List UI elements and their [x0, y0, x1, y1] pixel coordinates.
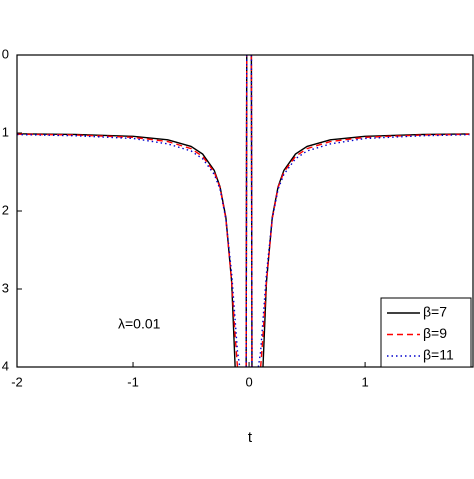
series-line	[17, 55, 470, 367]
y-tick-label: 3	[2, 280, 9, 295]
x-tick-label: -2	[11, 374, 23, 389]
legend-label: β=7	[423, 304, 447, 320]
plot-frame	[16, 54, 474, 368]
x-tick-label: 1	[361, 374, 368, 389]
legend-label: β=11	[423, 347, 454, 363]
y-tick-label: 0	[2, 46, 9, 61]
annotation: λ=0.01	[118, 316, 161, 332]
y-tick-label: 4	[2, 358, 9, 373]
y-tick-label: 2	[2, 202, 9, 217]
x-tick-label: 0	[245, 374, 252, 389]
x-axis-label: t	[248, 429, 253, 446]
x-tick-label: -1	[127, 374, 139, 389]
y-tick-label: 1	[2, 124, 9, 139]
plot-area	[17, 55, 470, 367]
legend-label: β=9	[423, 325, 447, 341]
